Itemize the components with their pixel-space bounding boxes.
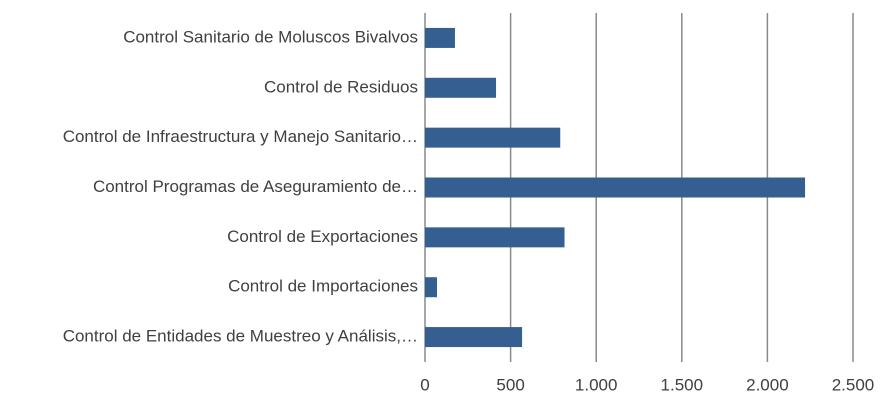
- y-tick-label: Control de Entidades de Muestreo y Análi…: [63, 327, 418, 346]
- x-tick-label: 500: [496, 375, 524, 394]
- bar: [425, 77, 497, 98]
- bar: [425, 127, 561, 148]
- x-tick-label: 1.000: [575, 375, 618, 394]
- y-tick-label: Control de Infraestructura y Manejo Sani…: [63, 127, 418, 146]
- x-tick-label: 2.500: [832, 375, 875, 394]
- y-tick-label: Control de Importaciones: [228, 277, 418, 296]
- bar: [425, 27, 455, 48]
- y-tick-label: Control Programas de Aseguramiento de…: [93, 177, 418, 196]
- y-tick-label: Control Sanitario de Moluscos Bivalvos: [123, 27, 418, 46]
- y-tick-label: Control de Residuos: [264, 77, 418, 96]
- bar: [425, 227, 565, 248]
- bar: [425, 177, 806, 198]
- x-tick-label: 0: [420, 375, 429, 394]
- bar: [425, 327, 523, 348]
- x-tick-label: 2.000: [746, 375, 789, 394]
- x-tick-label: 1.500: [661, 375, 704, 394]
- y-tick-label: Control de Exportaciones: [227, 227, 418, 246]
- bar: [425, 277, 437, 298]
